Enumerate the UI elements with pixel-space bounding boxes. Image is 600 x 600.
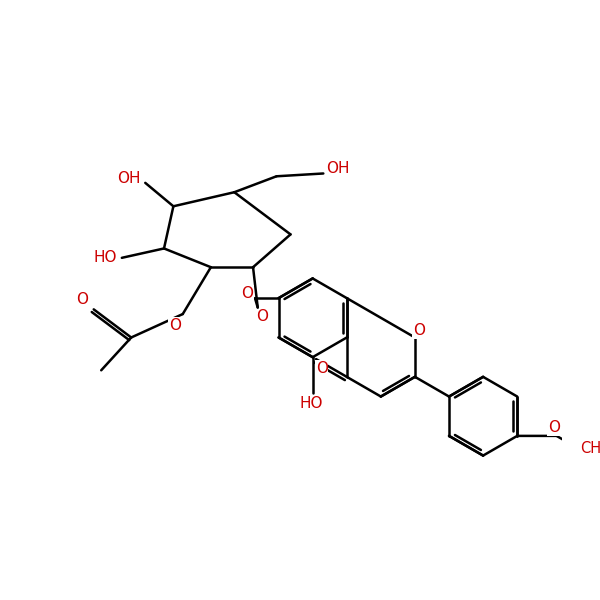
Text: O: O — [169, 318, 181, 333]
Text: OH: OH — [326, 161, 349, 176]
Text: HO: HO — [93, 250, 117, 265]
Text: O: O — [413, 323, 425, 338]
Text: O: O — [256, 310, 268, 325]
Text: O: O — [76, 292, 88, 307]
Text: O: O — [241, 286, 253, 301]
Text: OH: OH — [116, 170, 140, 185]
Text: HO: HO — [299, 397, 323, 412]
Text: CH₃: CH₃ — [580, 441, 600, 456]
Text: O: O — [548, 420, 560, 435]
Text: O: O — [316, 361, 328, 376]
